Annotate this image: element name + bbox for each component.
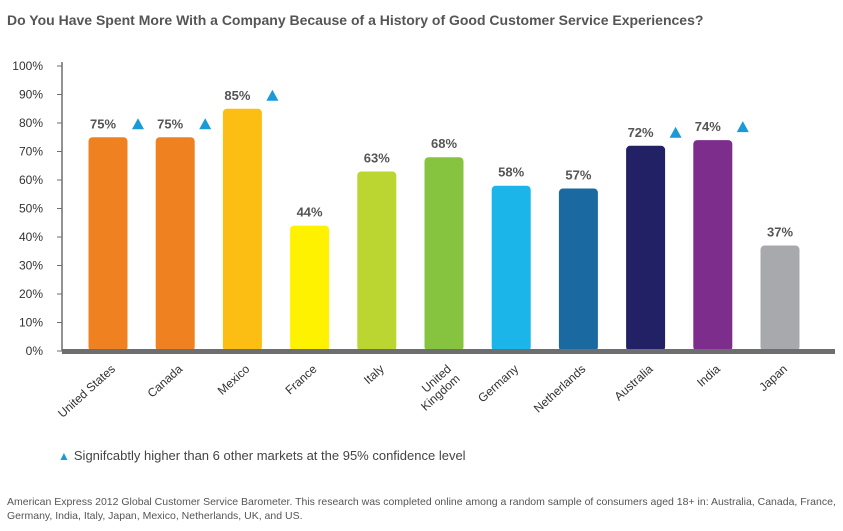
x-tick-label: India [694, 362, 723, 390]
y-tick-label: 30% [19, 259, 43, 273]
significance-triangle-icon: ▲ [58, 449, 70, 463]
y-tick-label: 60% [19, 173, 43, 187]
data-label: 74% [695, 119, 721, 134]
bar [626, 145, 666, 351]
x-tick-label: Mexico [215, 362, 253, 398]
data-label: 58% [498, 165, 524, 180]
y-tick-label: 40% [19, 230, 43, 244]
legend-text: Signifcabtly higher than 6 other markets… [73, 448, 466, 463]
y-tick-label: 0% [26, 344, 44, 358]
x-tick-label-line: Canada [145, 362, 186, 401]
bar [88, 137, 128, 351]
data-label: 85% [224, 88, 250, 103]
significance-marker-icon [132, 118, 144, 130]
data-label: 75% [90, 116, 116, 131]
x-tick-label: Australia [612, 362, 656, 404]
bar [155, 137, 195, 351]
chart-title: Do You Have Spent More With a Company Be… [7, 12, 704, 28]
data-label: 75% [157, 116, 183, 131]
x-tick-label: France [282, 362, 319, 398]
x-tick-label-line: Netherlands [531, 362, 588, 416]
x-tick-label: UnitedKingdom [409, 362, 462, 414]
bar [290, 225, 330, 351]
bar [558, 188, 598, 351]
source-footnote: American Express 2012 Global Customer Se… [7, 496, 836, 522]
x-tick-label-line: United States [55, 362, 118, 421]
bar [760, 245, 800, 351]
bar [222, 108, 262, 351]
x-tick-label-line: Japan [756, 362, 790, 394]
y-tick-label: 90% [19, 88, 43, 102]
significance-marker-icon [736, 121, 749, 133]
x-tick-label-line: Australia [612, 362, 656, 404]
data-label: 44% [297, 205, 323, 220]
significance-marker-icon [199, 118, 212, 130]
data-label: 68% [431, 136, 457, 151]
bar [424, 157, 464, 351]
x-tick-label: Canada [145, 362, 186, 401]
significance-marker-icon [266, 89, 279, 101]
bar-chart: 100% 90% 80% 70% 60% 50% 40% 30% 20% 10% 0% 75% Unit… [12, 59, 835, 421]
bar [491, 185, 531, 351]
x-axis-line [62, 349, 835, 354]
data-label: 37% [767, 225, 793, 240]
x-tick-label: Germany [475, 362, 521, 405]
y-tick-label: 20% [19, 287, 43, 301]
x-tick-label: Italy [361, 362, 387, 387]
bar [693, 140, 733, 351]
data-label: 72% [628, 125, 654, 140]
y-tick-label: 100% [12, 59, 43, 73]
legend: ▲ Signifcabtly higher than 6 other market… [58, 448, 466, 463]
data-label: 57% [565, 168, 591, 183]
x-tick-label: Japan [756, 362, 790, 394]
x-tick-label: Netherlands [531, 362, 588, 416]
x-tick-label-line: France [282, 362, 319, 398]
y-tick-label: 50% [19, 202, 43, 216]
significance-marker-icon [669, 126, 682, 138]
y-tick-label: 10% [19, 316, 43, 330]
x-tick-label-line: Mexico [215, 362, 253, 398]
x-tick-label-line: Germany [475, 362, 521, 405]
bar [357, 171, 397, 351]
x-tick-label-line: Italy [361, 362, 387, 387]
y-tick-label: 80% [19, 116, 43, 130]
y-tick-label: 70% [19, 145, 43, 159]
x-tick-label-line: India [694, 362, 723, 390]
data-label: 63% [364, 150, 390, 165]
x-tick-label: United States [55, 362, 118, 421]
